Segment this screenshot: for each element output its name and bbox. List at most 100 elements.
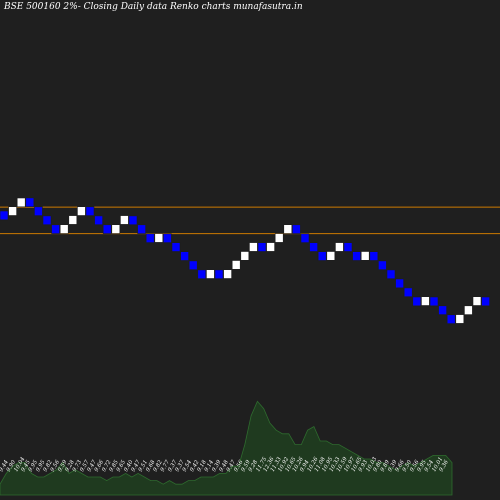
bottom-label-1: 9.44	[0, 459, 10, 473]
bottom-label-25: 9.37	[175, 459, 187, 473]
bottom-label-28: 9.18	[197, 459, 209, 473]
volume-area	[0, 400, 453, 496]
renko-brick-39	[326, 251, 336, 261]
renko-brick-57	[481, 296, 490, 307]
bottom-label-24: 9.37	[167, 459, 179, 473]
renko-brick-25	[206, 269, 215, 279]
renko-brick-1	[0, 210, 9, 221]
bottom-label-58: 9.95	[417, 459, 429, 473]
chart-title: BSE 500160 2%- Closing Daily data Renko …	[4, 2, 303, 12]
renko-brick-34	[283, 224, 293, 234]
renko-brick-44	[369, 251, 379, 261]
bottom-label-7: 9.82	[43, 459, 55, 473]
bottom-label-53: 9.89	[380, 459, 392, 473]
renko-brick-20	[163, 233, 172, 243]
bottom-label-4: 9.45	[21, 459, 33, 473]
bottom-label-6: 9.95	[35, 459, 47, 473]
renko-brick-9	[68, 215, 78, 225]
renko-brick-50	[421, 296, 430, 306]
renko-brick-32	[266, 242, 275, 252]
renko-brick-27	[223, 269, 232, 279]
renko-brick-5	[34, 206, 43, 216]
renko-brick-41	[343, 242, 353, 252]
renko-brick-13	[102, 224, 112, 234]
bottom-label-26: 9.54	[182, 459, 194, 473]
bottom-label-35: 9.28	[248, 459, 260, 473]
renko-brick-19	[154, 233, 164, 243]
renko-brick-23	[188, 260, 198, 270]
bottom-label-18: 9.40	[123, 459, 135, 473]
renko-brick-3	[16, 197, 26, 208]
bottom-label-55: 9.66	[395, 459, 407, 473]
bottom-label-17: 9.65	[116, 459, 128, 473]
bottom-label-5: 9.95	[28, 459, 40, 473]
renko-brick-17	[137, 224, 146, 234]
renko-brick-47	[395, 278, 404, 289]
bottom-label-27: 9.42	[189, 459, 201, 473]
bottom-label-59: 9.54	[424, 459, 436, 473]
renko-brick-36	[300, 233, 310, 243]
renko-brick-6	[42, 215, 52, 225]
bottom-label-12: 9.57	[79, 459, 91, 473]
bottom-label-33: 9.56	[233, 459, 245, 473]
bottom-label-31: 9.48	[219, 459, 231, 473]
bottom-label-13: 9.47	[87, 459, 99, 473]
bottom-label-54: 9.39	[387, 459, 399, 473]
renko-brick-16	[128, 215, 138, 225]
renko-brick-30	[249, 242, 258, 252]
renko-brick-22	[180, 251, 189, 261]
bottom-label-23: 9.77	[160, 459, 172, 473]
bottom-label-9: 9.59	[57, 459, 69, 473]
bottom-label-52: 9.80	[373, 459, 385, 473]
renko-brick-38	[317, 251, 327, 261]
renko-brick-15	[120, 215, 129, 225]
bottom-label-42: 9.94	[299, 459, 311, 473]
renko-brick-28	[231, 260, 241, 270]
bottom-label-8: 9.56	[50, 459, 62, 473]
renko-brick-55	[464, 305, 473, 315]
bottom-label-14: 9.66	[94, 459, 106, 473]
renko-brick-54	[455, 314, 465, 324]
renko-brick-10	[77, 206, 86, 216]
renko-brick-42	[352, 251, 361, 261]
renko-brick-56	[472, 296, 482, 306]
bottom-label-29: 9.14	[204, 459, 216, 473]
bottom-label-15: 9.72	[101, 459, 113, 473]
renko-brick-29	[240, 251, 250, 261]
renko-brick-8	[59, 224, 69, 234]
renko-brick-52	[438, 305, 447, 315]
bottom-label-32: 9.47	[226, 459, 238, 473]
renko-brick-11	[85, 206, 95, 216]
renko-brick-49	[412, 296, 422, 307]
bottom-label-34: 9.59	[241, 459, 253, 473]
renko-brick-18	[145, 233, 155, 243]
renko-brick-37	[309, 242, 318, 252]
renko-brick-46	[386, 269, 396, 279]
renko-brick-48	[403, 287, 413, 297]
bottom-label-19: 9.47	[131, 459, 143, 473]
bottom-label-2: 9.90	[6, 459, 18, 473]
renko-brick-31	[257, 242, 267, 252]
bottom-label-22: 9.82	[153, 459, 165, 473]
renko-brick-51	[429, 296, 439, 307]
renko-brick-12	[94, 215, 103, 225]
bottom-label-56: 9.50	[402, 459, 414, 473]
renko-brick-43	[360, 251, 370, 261]
bottom-label-57: 9.56	[409, 459, 421, 473]
renko-brick-7	[51, 224, 60, 234]
bottom-label-21: 9.68	[145, 459, 157, 473]
bottom-label-20: 9.51	[138, 459, 149, 473]
renko-brick-45	[378, 260, 387, 270]
bottom-label-11: 9.73	[72, 459, 84, 473]
renko-brick-53	[446, 314, 456, 324]
bottom-label-16: 9.85	[109, 459, 121, 473]
bottom-label-50: 9.93	[358, 459, 370, 473]
renko-brick-2	[8, 206, 17, 216]
renko-brick-14	[111, 224, 121, 234]
renko-brick-33	[274, 233, 284, 243]
renko-brick-40	[335, 242, 344, 252]
bottom-label-61: 9.36	[439, 459, 451, 473]
renko-brick-35	[292, 224, 301, 234]
renko-brick-21	[171, 242, 181, 252]
